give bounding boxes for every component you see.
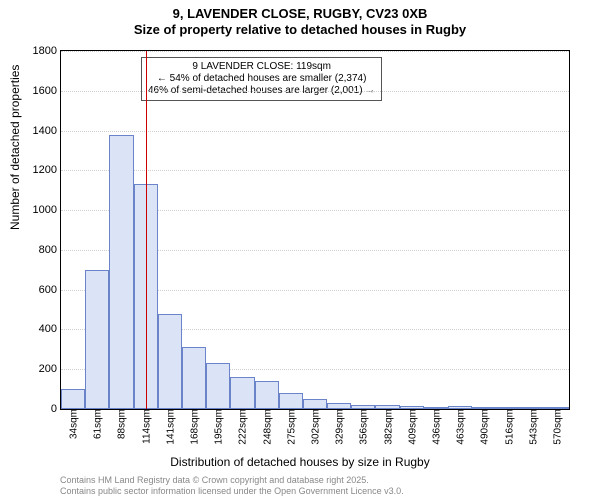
x-tick-label: 356sqm xyxy=(357,409,370,445)
x-tick-label: 490sqm xyxy=(478,409,491,445)
x-tick-label: 329sqm xyxy=(333,409,346,445)
x-tick-label: 570sqm xyxy=(550,409,563,445)
x-axis-label: Distribution of detached houses by size … xyxy=(0,455,600,469)
annotation-line-2: ← 54% of detached houses are smaller (2,… xyxy=(148,73,375,85)
gridline xyxy=(61,170,569,171)
title-block: 9, LAVENDER CLOSE, RUGBY, CV23 0XB Size … xyxy=(0,0,600,39)
histogram-bar xyxy=(158,314,182,409)
x-tick-label: 382sqm xyxy=(381,409,394,445)
y-tick-label: 1200 xyxy=(33,164,61,176)
footnote-line-2: Contains public sector information licen… xyxy=(60,486,404,497)
histogram-bar xyxy=(109,135,133,409)
footnote-line-1: Contains HM Land Registry data © Crown c… xyxy=(60,475,404,486)
histogram-bar xyxy=(255,381,279,409)
gridline xyxy=(61,91,569,92)
x-tick-label: 248sqm xyxy=(260,409,273,445)
histogram-bar xyxy=(230,377,254,409)
x-tick-label: 114sqm xyxy=(139,409,152,444)
chart-container: 9, LAVENDER CLOSE, RUGBY, CV23 0XB Size … xyxy=(0,0,600,500)
annotation-box: 9 LAVENDER CLOSE: 119sqm ← 54% of detach… xyxy=(141,57,382,101)
x-tick-label: 34sqm xyxy=(67,409,80,439)
histogram-bar xyxy=(303,399,327,409)
y-tick-label: 1800 xyxy=(33,45,61,57)
y-tick-label: 200 xyxy=(39,363,61,375)
histogram-bar xyxy=(182,347,206,409)
gridline xyxy=(61,131,569,132)
histogram-bar xyxy=(61,389,85,409)
y-tick-label: 600 xyxy=(39,284,61,296)
marker-line xyxy=(146,51,147,409)
y-tick-label: 1000 xyxy=(33,204,61,216)
y-axis-label: Number of detached properties xyxy=(8,65,22,230)
y-tick-label: 1600 xyxy=(33,85,61,97)
x-tick-label: 302sqm xyxy=(309,409,322,445)
y-tick-label: 800 xyxy=(39,244,61,256)
title-line-1: 9, LAVENDER CLOSE, RUGBY, CV23 0XB xyxy=(0,6,600,22)
x-tick-label: 88sqm xyxy=(115,409,128,439)
histogram-bar xyxy=(279,393,303,409)
x-tick-label: 195sqm xyxy=(212,409,225,445)
plot-area: 9 LAVENDER CLOSE: 119sqm ← 54% of detach… xyxy=(60,50,570,410)
x-tick-label: 543sqm xyxy=(526,409,539,445)
x-tick-label: 436sqm xyxy=(429,409,442,445)
x-tick-label: 61sqm xyxy=(91,409,104,439)
x-tick-label: 516sqm xyxy=(502,409,515,445)
gridline xyxy=(61,51,569,52)
y-tick-label: 400 xyxy=(39,323,61,335)
title-line-2: Size of property relative to detached ho… xyxy=(0,22,600,38)
x-tick-label: 222sqm xyxy=(236,409,249,445)
histogram-bar xyxy=(206,363,230,409)
y-tick-label: 1400 xyxy=(33,125,61,137)
x-tick-label: 275sqm xyxy=(284,409,297,445)
x-tick-label: 463sqm xyxy=(454,409,467,445)
histogram-bar xyxy=(85,270,109,409)
x-tick-label: 141sqm xyxy=(163,409,176,445)
x-tick-label: 409sqm xyxy=(405,409,418,445)
footnote: Contains HM Land Registry data © Crown c… xyxy=(60,475,404,497)
y-tick-label: 0 xyxy=(51,403,61,415)
x-tick-label: 168sqm xyxy=(188,409,201,445)
annotation-line-1: 9 LAVENDER CLOSE: 119sqm xyxy=(148,61,375,73)
